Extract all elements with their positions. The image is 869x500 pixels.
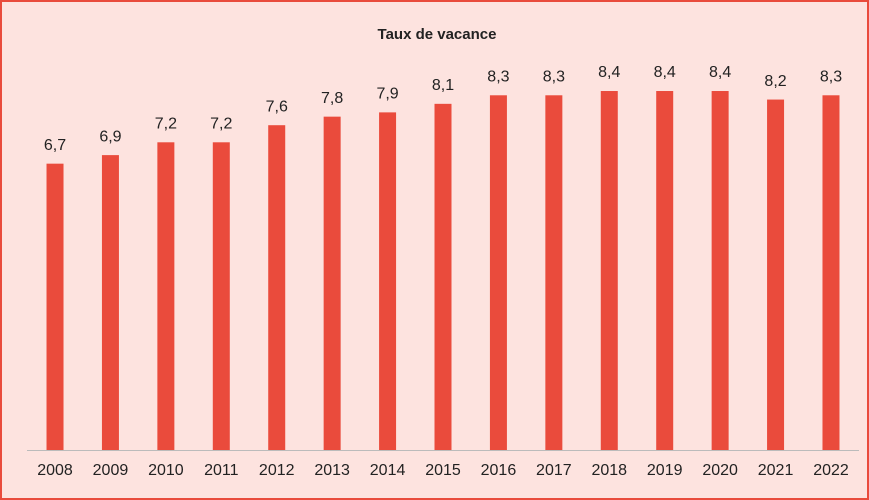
- chart-title: Taux de vacance: [378, 26, 497, 43]
- bar: [157, 142, 175, 450]
- x-tick-label: 2010: [148, 462, 184, 479]
- bar: [101, 155, 119, 450]
- x-tick-label: 2014: [370, 462, 406, 479]
- data-label: 7,8: [321, 90, 343, 107]
- x-tick-label: 2008: [37, 462, 73, 479]
- bar: [822, 95, 840, 450]
- bar: [434, 103, 452, 451]
- bar: [545, 95, 563, 450]
- data-label: 8,1: [432, 77, 454, 94]
- x-tick-label: 2020: [702, 462, 738, 479]
- data-label: 8,3: [543, 69, 565, 86]
- data-label: 8,4: [598, 64, 620, 81]
- data-label: 8,3: [487, 69, 509, 86]
- data-label: 8,4: [654, 64, 676, 81]
- x-tick-label: 2021: [758, 462, 794, 479]
- data-label: 6,7: [44, 137, 66, 154]
- bar: [489, 95, 507, 450]
- bar: [600, 91, 618, 450]
- x-tick-label: 2022: [813, 462, 849, 479]
- data-label: 6,9: [99, 128, 121, 145]
- data-label: 7,2: [210, 116, 232, 133]
- bar: [379, 112, 397, 451]
- data-label: 8,4: [709, 64, 731, 81]
- data-label: 7,9: [376, 86, 398, 103]
- x-tick-label: 2009: [93, 462, 129, 479]
- x-tick-label: 2017: [536, 462, 572, 479]
- x-tick-label: 2016: [481, 462, 517, 479]
- x-tick-label: 2015: [425, 462, 461, 479]
- bar: [268, 125, 286, 450]
- bar: [46, 163, 64, 451]
- data-label: 8,3: [820, 69, 842, 86]
- x-tick-label: 2012: [259, 462, 295, 479]
- bar: [656, 91, 674, 450]
- data-label: 8,2: [764, 73, 786, 90]
- x-tick-label: 2018: [591, 462, 627, 479]
- x-tick-label: 2019: [647, 462, 683, 479]
- bar: [323, 116, 341, 450]
- data-label: 7,6: [266, 98, 288, 115]
- x-tick-label: 2011: [204, 462, 239, 479]
- data-label: 7,2: [155, 116, 177, 133]
- bar: [767, 99, 785, 450]
- x-tick-label: 2013: [314, 462, 350, 479]
- bar: [212, 142, 230, 450]
- bar: [711, 91, 729, 450]
